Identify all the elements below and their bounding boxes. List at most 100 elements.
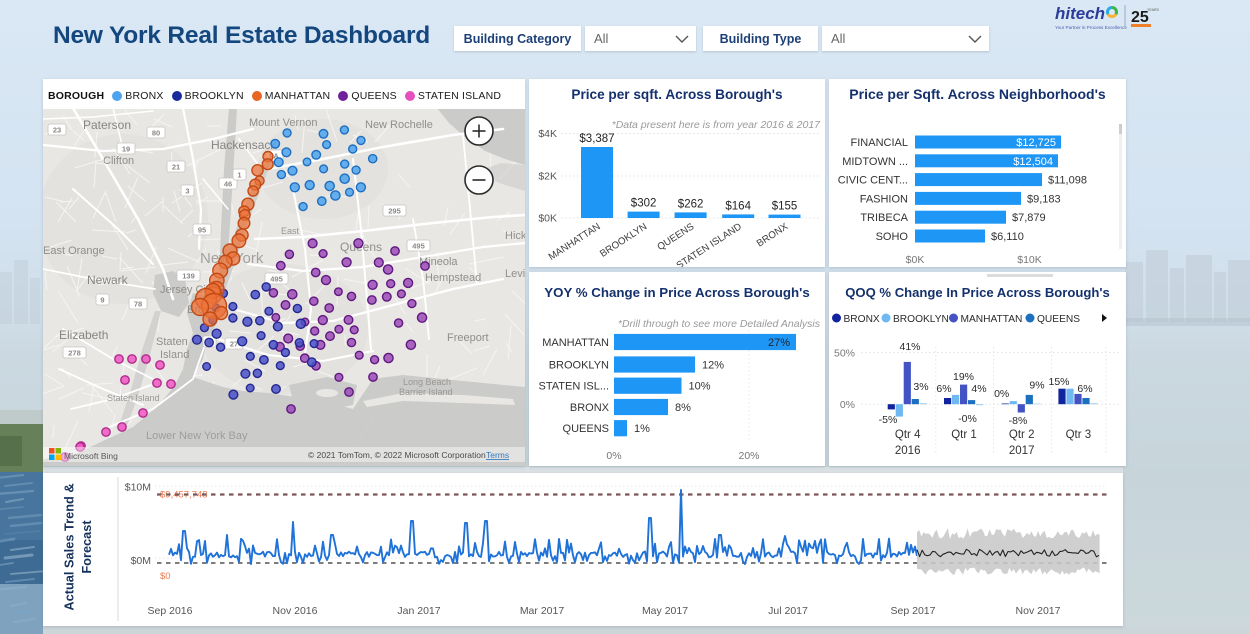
svg-text:495: 495	[412, 242, 425, 251]
svg-text:$12,504: $12,504	[1013, 156, 1053, 168]
svg-text:$11,098: $11,098	[1048, 175, 1087, 187]
svg-text:$4K: $4K	[538, 128, 557, 140]
svg-text:QUEENS: QUEENS	[1037, 314, 1080, 325]
svg-text:Price per Sqft. Across Neighbo: Price per Sqft. Across Neighborhood's	[849, 86, 1106, 102]
svg-text:Microsoft Bing: Microsoft Bing	[64, 451, 118, 461]
svg-text:27%: 27%	[768, 337, 790, 349]
svg-text:QOQ % Change In Price Across B: QOQ % Change In Price Across Borough's	[845, 285, 1110, 300]
svg-text:0%: 0%	[994, 388, 1009, 400]
svg-text:TRIBECA: TRIBECA	[860, 212, 908, 224]
svg-text:CIVIC CENT...: CIVIC CENT...	[838, 175, 908, 187]
svg-text:1%: 1%	[634, 423, 650, 435]
svg-text:Jan 2017: Jan 2017	[397, 605, 440, 617]
svg-text:0%: 0%	[606, 450, 621, 462]
svg-text:1: 1	[237, 171, 241, 180]
svg-text:YOY % Change in Price Across B: YOY % Change in Price Across Borough's	[544, 285, 809, 300]
svg-text:50%: 50%	[834, 348, 855, 360]
svg-text:Island: Island	[160, 349, 189, 361]
svg-text:95: 95	[198, 226, 206, 235]
svg-text:Terms: Terms	[486, 450, 509, 460]
svg-text:MIDTOWN ...: MIDTOWN ...	[842, 156, 908, 168]
svg-text:$0M: $0M	[131, 555, 151, 567]
svg-text:20%: 20%	[738, 450, 759, 462]
svg-text:$10M: $10M	[125, 482, 151, 494]
svg-text:2016: 2016	[895, 445, 921, 457]
svg-text:BRONX: BRONX	[570, 402, 610, 414]
svg-text:2017: 2017	[1009, 445, 1035, 457]
svg-text:Hicks: Hicks	[505, 230, 525, 242]
svg-text:Lower New York Bay: Lower New York Bay	[146, 430, 248, 442]
svg-text:Price per sqft. Across Borough: Price per sqft. Across Borough's	[571, 87, 782, 102]
svg-text:Qtr 3: Qtr 3	[1066, 429, 1092, 441]
svg-text:27: 27	[230, 340, 238, 349]
svg-text:25: 25	[1131, 9, 1149, 26]
svg-text:East Orange: East Orange	[43, 245, 105, 257]
svg-text:Your Partner in Process Excell: Your Partner in Process Excellence	[1055, 25, 1127, 30]
svg-text:$9,457,748: $9,457,748	[160, 490, 208, 501]
svg-text:$2K: $2K	[538, 171, 557, 183]
svg-text:9%: 9%	[1029, 380, 1044, 392]
svg-text:$12,725: $12,725	[1016, 137, 1056, 149]
svg-text:Nov 2017: Nov 2017	[1016, 605, 1061, 617]
svg-text:$155: $155	[772, 201, 798, 213]
svg-text:Staten Island: Staten Island	[107, 393, 160, 403]
svg-text:Mar 2017: Mar 2017	[520, 605, 565, 617]
svg-text:QUEENS: QUEENS	[656, 221, 697, 253]
svg-text:MANHATTAN: MANHATTAN	[542, 337, 609, 349]
svg-text:Freeport: Freeport	[447, 332, 489, 344]
svg-text:$262: $262	[678, 198, 704, 210]
svg-text:80: 80	[152, 129, 160, 138]
svg-text:Nov 2016: Nov 2016	[273, 605, 318, 617]
svg-text:3%: 3%	[913, 381, 928, 393]
svg-text:Sep 2017: Sep 2017	[891, 605, 936, 617]
svg-text:*Data present here is from yea: *Data present here is from year 2016 & 2…	[612, 119, 822, 131]
svg-text:12%: 12%	[702, 360, 724, 372]
svg-text:Hempstead: Hempstead	[425, 272, 481, 284]
svg-text:hitech: hitech	[1055, 4, 1105, 23]
svg-text:BROOKLYN: BROOKLYN	[893, 314, 949, 325]
svg-text:$0K: $0K	[538, 213, 557, 225]
svg-text:46: 46	[224, 180, 232, 189]
svg-text:$302: $302	[631, 198, 657, 210]
svg-text:MANHATTAN: MANHATTAN	[547, 221, 603, 263]
svg-text:YEARS: YEARS	[1147, 8, 1160, 12]
svg-text:Mount Vernon: Mount Vernon	[249, 117, 318, 129]
svg-text:© 2021 TomTom, © 2022 Microsof: © 2021 TomTom, © 2022 Microsoft Corporat…	[308, 450, 486, 460]
svg-text:Elizabeth: Elizabeth	[59, 328, 108, 342]
svg-text:8%: 8%	[675, 402, 691, 414]
svg-text:Actual Sales Trend &: Actual Sales Trend &	[62, 483, 77, 610]
svg-text:Sep 2016: Sep 2016	[148, 605, 193, 617]
svg-text:BRONX: BRONX	[755, 221, 791, 249]
svg-text:3: 3	[185, 187, 189, 196]
svg-text:$3,387: $3,387	[579, 133, 614, 145]
svg-text:278: 278	[68, 349, 81, 358]
svg-text:19: 19	[122, 145, 130, 154]
svg-text:495: 495	[270, 275, 283, 284]
svg-text:*Drill through to see more Det: *Drill through to see more Detailed Anal…	[618, 318, 821, 330]
svg-text:$6,110: $6,110	[991, 231, 1024, 243]
svg-text:78: 78	[134, 300, 142, 309]
svg-text:4%: 4%	[971, 383, 986, 395]
svg-text:FASHION: FASHION	[860, 193, 908, 205]
svg-text:Qtr 1: Qtr 1	[951, 429, 977, 441]
svg-text:$10K: $10K	[1017, 254, 1042, 266]
svg-text:BROOKLYN: BROOKLYN	[549, 360, 609, 372]
svg-text:MANHATTAN: MANHATTAN	[961, 314, 1023, 325]
svg-text:Hackensack: Hackensack	[211, 138, 277, 152]
svg-text:9: 9	[100, 296, 104, 305]
svg-text:-0%: -0%	[958, 413, 977, 425]
svg-text:0%: 0%	[840, 399, 855, 411]
svg-text:Paterson: Paterson	[83, 118, 131, 132]
svg-text:21: 21	[172, 163, 180, 172]
svg-text:FINANCIAL: FINANCIAL	[851, 137, 908, 149]
svg-text:Qtr 4: Qtr 4	[895, 429, 921, 441]
svg-text:$164: $164	[725, 200, 751, 212]
svg-text:-8%: -8%	[1009, 415, 1028, 427]
svg-text:Jul 2017: Jul 2017	[768, 605, 808, 617]
svg-text:Forecast: Forecast	[79, 520, 94, 574]
svg-text:10%: 10%	[689, 381, 711, 393]
svg-text:Long Beach: Long Beach	[403, 377, 451, 387]
svg-text:New Rochelle: New Rochelle	[365, 119, 433, 131]
svg-text:Levitt: Levitt	[505, 268, 525, 280]
svg-text:QUEENS: QUEENS	[563, 423, 609, 435]
